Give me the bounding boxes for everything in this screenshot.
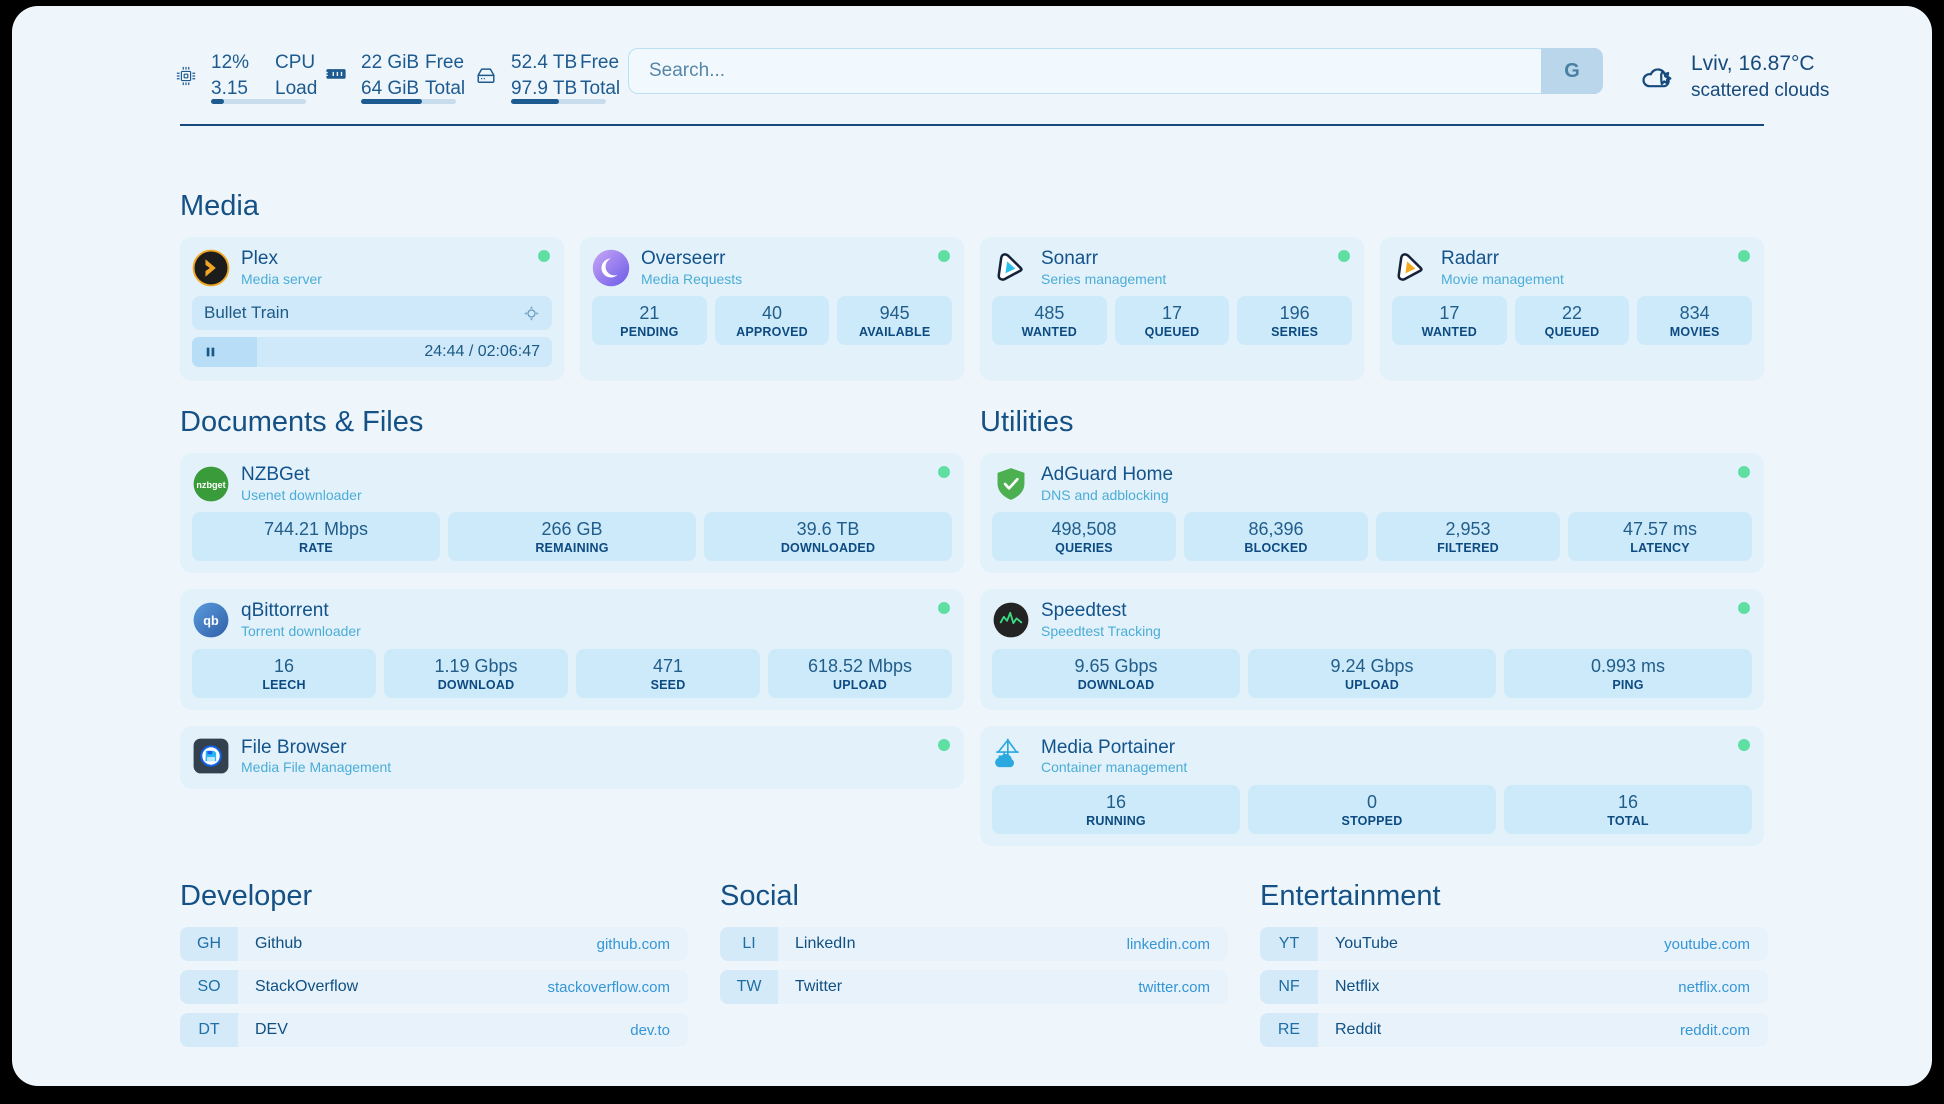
- svg-text:nzbget: nzbget: [196, 480, 225, 490]
- svg-text:qb: qb: [203, 614, 219, 628]
